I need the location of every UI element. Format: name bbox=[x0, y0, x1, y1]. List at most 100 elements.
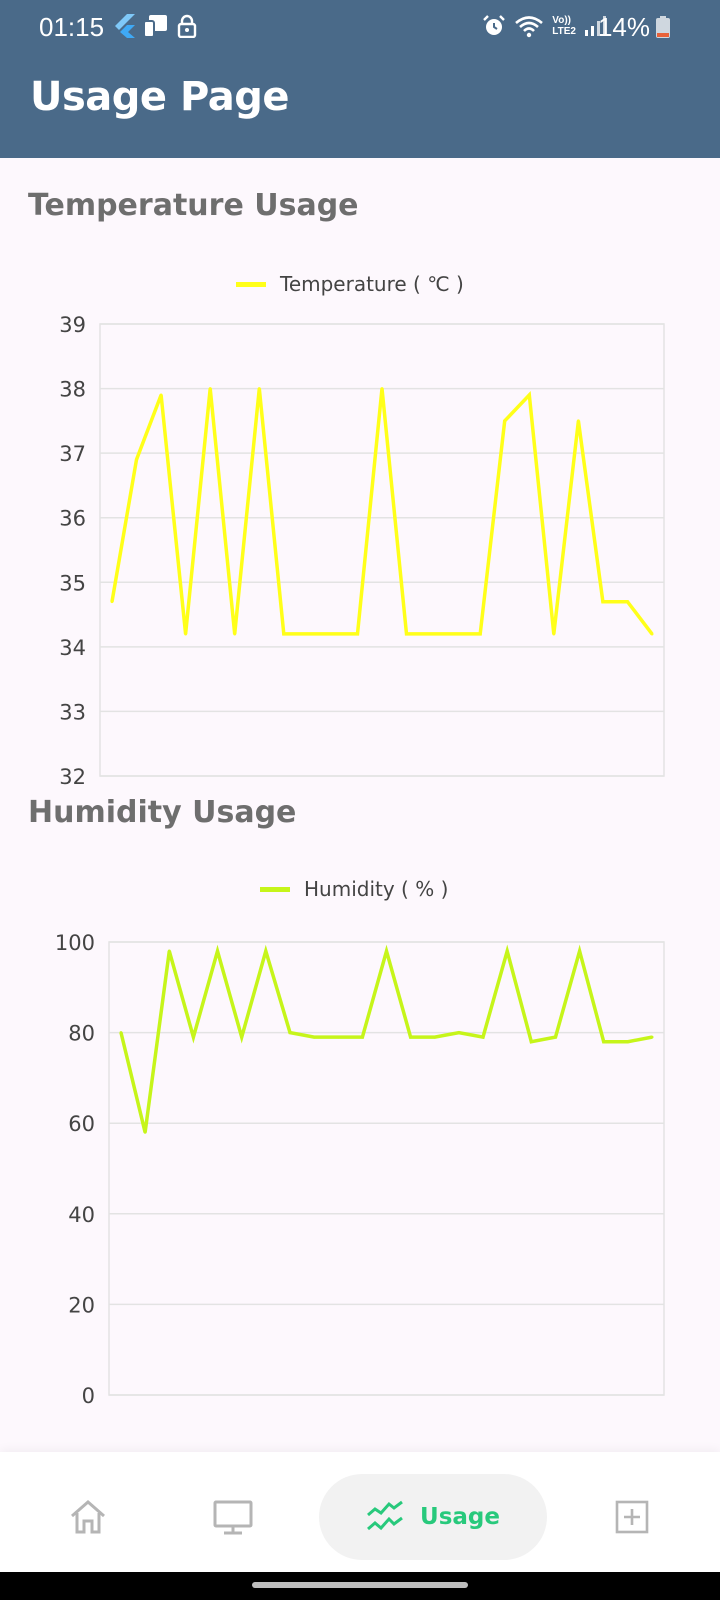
temperature-data-point bbox=[306, 632, 310, 636]
temperature-data-point bbox=[355, 632, 359, 636]
humidity-data-point bbox=[167, 949, 171, 953]
humidity-legend-label: Humidity ( % ) bbox=[304, 877, 449, 901]
humidity-legend-swatch bbox=[260, 886, 290, 892]
alarm-icon bbox=[483, 15, 506, 35]
page-title: Usage Page bbox=[30, 74, 289, 120]
temperature-y-tick-label: 35 bbox=[59, 571, 86, 595]
humidity-series-line bbox=[119, 944, 653, 1133]
temperature-data-point bbox=[282, 632, 286, 636]
temperature-y-tick-label: 34 bbox=[59, 636, 86, 660]
humidity-data-point bbox=[481, 1035, 485, 1039]
battery-icon bbox=[656, 16, 670, 38]
humidity-data-point bbox=[385, 949, 388, 953]
network-label-bottom: LTE2 bbox=[552, 26, 576, 37]
temperature-data-point bbox=[405, 632, 409, 636]
humidity-plot-area bbox=[108, 941, 665, 1396]
status-time: 01:15 bbox=[39, 12, 105, 42]
temperature-data-point bbox=[454, 632, 458, 636]
temperature-series-line bbox=[110, 388, 654, 636]
nav-usage-label: Usage bbox=[420, 1504, 500, 1530]
temperature-data-point bbox=[576, 419, 580, 423]
network-label-top: Vo)) bbox=[552, 15, 571, 26]
humidity-data-point bbox=[360, 1035, 364, 1039]
humidity-data-point bbox=[457, 1031, 461, 1035]
humidity-data-point bbox=[433, 1035, 437, 1039]
humidity-data-point bbox=[529, 1040, 533, 1044]
temperature-data-point bbox=[257, 387, 261, 391]
status-right-icons: Vo)) LTE2 bbox=[482, 14, 606, 38]
temperature-data-point bbox=[478, 632, 482, 636]
lock-icon bbox=[177, 14, 197, 38]
humidity-legend[interactable]: Humidity ( % ) bbox=[260, 877, 448, 901]
temperature-data-point bbox=[503, 419, 507, 423]
signal-icon bbox=[585, 16, 606, 36]
humidity-data-point bbox=[191, 1035, 195, 1039]
temperature-data-point bbox=[527, 393, 531, 397]
humidity-y-tick-label: 80 bbox=[68, 1022, 95, 1046]
network-type-label: Vo)) LTE2 bbox=[552, 15, 576, 37]
temperature-data-point bbox=[601, 600, 605, 604]
temperature-data-point bbox=[331, 632, 335, 636]
humidity-y-tick-label: 100 bbox=[55, 931, 95, 955]
temperature-data-point bbox=[208, 387, 212, 391]
humidity-data-point bbox=[578, 949, 582, 953]
flutter-icon bbox=[115, 14, 135, 38]
add-box-icon bbox=[615, 1500, 649, 1534]
temperature-data-point bbox=[159, 393, 163, 397]
temperature-data-point bbox=[135, 458, 139, 462]
temperature-legend-swatch bbox=[236, 281, 266, 287]
humidity-data-point bbox=[505, 949, 509, 953]
temperature-chart: 39 38 37 36 35 34 33 32 bbox=[59, 313, 665, 789]
temperature-data-point bbox=[625, 600, 629, 604]
humidity-y-tick-label: 40 bbox=[68, 1203, 95, 1227]
nav-usage[interactable]: Usage bbox=[319, 1474, 547, 1560]
temperature-data-point bbox=[429, 632, 433, 636]
humidity-data-point bbox=[336, 1035, 340, 1039]
home-icon bbox=[71, 1500, 105, 1534]
temperature-y-tick-label: 37 bbox=[59, 442, 86, 466]
humidity-section-title: Humidity Usage bbox=[28, 795, 297, 830]
usage-chart-icon bbox=[367, 1500, 403, 1531]
humidity-data-point bbox=[626, 1040, 630, 1044]
battery-percentage: 14% bbox=[597, 12, 650, 42]
humidity-chart: 100 80 60 40 20 0 bbox=[55, 931, 665, 1405]
cast-device-icon bbox=[143, 15, 167, 38]
humidity-data-point bbox=[409, 1035, 413, 1039]
temperature-y-tick-label: 38 bbox=[59, 378, 86, 402]
nav-add[interactable] bbox=[592, 1474, 672, 1560]
app-header: 01:15 bbox=[0, 0, 720, 158]
temperature-y-tick-label: 36 bbox=[59, 507, 86, 531]
temperature-section-title: Temperature Usage bbox=[28, 188, 359, 223]
system-navigation-bar bbox=[0, 1572, 720, 1600]
nav-monitor[interactable] bbox=[193, 1474, 273, 1560]
status-bar: 01:15 bbox=[0, 0, 720, 54]
temperature-legend[interactable]: Temperature ( ℃ ) bbox=[236, 272, 464, 296]
status-left-icons bbox=[115, 14, 197, 38]
home-gesture-handle[interactable] bbox=[252, 1582, 468, 1588]
humidity-data-point bbox=[119, 1031, 123, 1035]
humidity-data-point bbox=[650, 1035, 654, 1039]
temperature-y-tick-label: 33 bbox=[59, 700, 86, 724]
temperature-legend-label: Temperature ( ℃ ) bbox=[280, 272, 464, 296]
temperature-data-point bbox=[650, 632, 654, 636]
temperature-data-point bbox=[110, 600, 114, 604]
wifi-icon bbox=[515, 16, 544, 38]
humidity-data-point bbox=[602, 1040, 606, 1044]
temperature-y-tick-label: 32 bbox=[59, 765, 86, 789]
humidity-data-point bbox=[143, 1130, 147, 1134]
humidity-data-point bbox=[264, 949, 268, 953]
humidity-data-point bbox=[240, 1035, 244, 1039]
nav-home[interactable] bbox=[48, 1474, 128, 1560]
humidity-data-point bbox=[312, 1035, 316, 1039]
humidity-y-tick-label: 20 bbox=[68, 1293, 95, 1317]
monitor-icon bbox=[213, 1500, 253, 1535]
temperature-y-tick-label: 39 bbox=[59, 313, 86, 337]
temperature-data-point bbox=[233, 632, 237, 636]
temperature-data-point bbox=[184, 632, 188, 636]
humidity-y-tick-label: 0 bbox=[82, 1384, 95, 1405]
bottom-navigation: Usage bbox=[0, 1452, 720, 1572]
humidity-data-point bbox=[216, 949, 220, 953]
humidity-data-point bbox=[288, 1031, 292, 1035]
humidity-data-point bbox=[553, 1035, 557, 1039]
temperature-data-point bbox=[380, 387, 384, 391]
